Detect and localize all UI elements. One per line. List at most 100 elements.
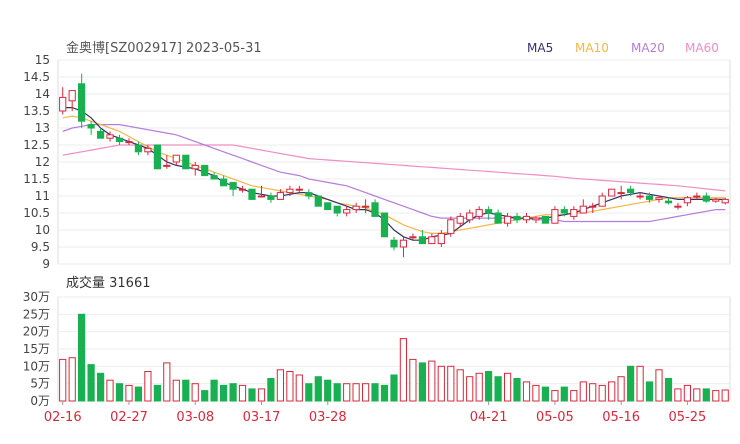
volume-bar <box>343 383 351 402</box>
volume-bar <box>97 372 105 402</box>
date-tick-label: 05-05 <box>536 410 574 425</box>
price-tick-label: 11.5 <box>23 172 50 186</box>
volume-bar <box>106 379 114 402</box>
candle-body <box>115 137 124 143</box>
volume-bar <box>153 384 162 402</box>
ma60-line <box>62 144 726 192</box>
candlestick-series <box>59 73 729 258</box>
candle-body <box>134 144 143 153</box>
date-tick-label: 02-16 <box>44 410 82 425</box>
price-tick-label: 13 <box>35 121 50 135</box>
candle-body <box>579 205 587 214</box>
price-tick-label: 9.5 <box>31 240 50 254</box>
candle-body <box>87 124 95 129</box>
candle-body <box>248 188 256 200</box>
volume-tick-label: 25万 <box>23 307 50 321</box>
candle-body <box>522 215 531 221</box>
date-tick-label: 03-28 <box>309 410 347 425</box>
price-tick-label: 14.5 <box>23 70 50 84</box>
volume-title: 成交量 31661 <box>66 275 151 291</box>
price-tick-label: 11 <box>35 189 50 203</box>
candle-body <box>201 164 209 177</box>
moving-average-lines <box>62 106 726 241</box>
volume-bar <box>87 364 95 402</box>
volume-bar <box>371 383 379 402</box>
volume-bar <box>257 388 266 402</box>
candle-body <box>674 205 682 208</box>
candle-body <box>153 144 162 170</box>
volume-bar <box>702 388 710 402</box>
legend-ma60[interactable]: MA60 <box>685 41 719 55</box>
candle-body <box>362 205 370 208</box>
legend-ma5[interactable]: MA5 <box>527 41 553 55</box>
volume-bar <box>485 371 493 402</box>
price-tick-label: 10 <box>35 223 50 237</box>
volume-tick-label: 10万 <box>23 359 50 373</box>
volume-bar <box>248 388 256 402</box>
price-tick-label: 13.5 <box>23 104 50 118</box>
candle-body <box>286 188 294 194</box>
volume-bar <box>390 374 398 402</box>
candle-body <box>324 202 332 211</box>
legend-ma20[interactable]: MA20 <box>631 41 665 55</box>
candle-body <box>693 195 701 198</box>
candle-body <box>456 215 464 224</box>
volume-bar <box>172 379 180 402</box>
date-tick-label: 03-08 <box>176 410 214 425</box>
volume-bar <box>286 371 294 402</box>
price-tick-label: 12.5 <box>23 138 50 152</box>
volume-bar <box>267 378 275 402</box>
volume-bar <box>627 365 635 402</box>
volume-bar <box>456 369 464 402</box>
candle-body <box>570 209 578 217</box>
volume-bar <box>78 313 86 402</box>
candle-body <box>144 147 152 153</box>
volume-bar <box>238 384 247 402</box>
candle-body <box>485 209 493 214</box>
candle-body <box>721 198 729 204</box>
date-tick-label: 05-16 <box>602 410 640 425</box>
candle-body <box>229 181 237 190</box>
candle-body <box>627 188 635 194</box>
volume-bar <box>475 372 483 402</box>
volume-bar <box>447 365 455 402</box>
volume-tick-label: 20万 <box>23 325 50 339</box>
candle-body <box>608 188 616 197</box>
volume-bar <box>399 338 407 402</box>
volume-bar <box>712 390 720 402</box>
candle-body <box>617 192 625 195</box>
candle-body <box>551 209 559 224</box>
candle-body <box>267 195 275 200</box>
volume-tick-label: 0万 <box>30 394 50 408</box>
volume-bar <box>409 358 417 402</box>
volume-bar <box>721 389 729 402</box>
volume-tick-label: 5万 <box>30 377 50 391</box>
candle-body <box>220 178 228 187</box>
volume-bar <box>645 381 654 402</box>
candle-body <box>541 215 549 224</box>
legend-ma10[interactable]: MA10 <box>575 41 609 55</box>
candle-body <box>380 212 389 238</box>
legend: MA5 MA10 MA20 MA60 <box>527 41 719 55</box>
candle-body <box>210 175 218 180</box>
candle-body <box>276 192 284 200</box>
volume-bar <box>276 369 284 402</box>
price-tick-label: 15 <box>35 53 50 67</box>
candle-body <box>172 154 180 163</box>
candle-body <box>560 209 568 214</box>
candle-body <box>428 236 436 245</box>
volume-bar <box>59 358 67 402</box>
volume-bar <box>541 386 549 402</box>
price-tick-label: 10.5 <box>23 206 50 220</box>
candle-body <box>504 215 512 224</box>
volume-bar <box>532 384 540 402</box>
volume-bar <box>674 388 682 402</box>
volume-bar <box>352 383 360 402</box>
volume-bar <box>182 379 190 402</box>
volume-bar <box>664 378 673 402</box>
volume-tick-label: 30万 <box>23 290 50 304</box>
volume-bar <box>380 384 389 402</box>
volume-bar <box>522 381 531 402</box>
